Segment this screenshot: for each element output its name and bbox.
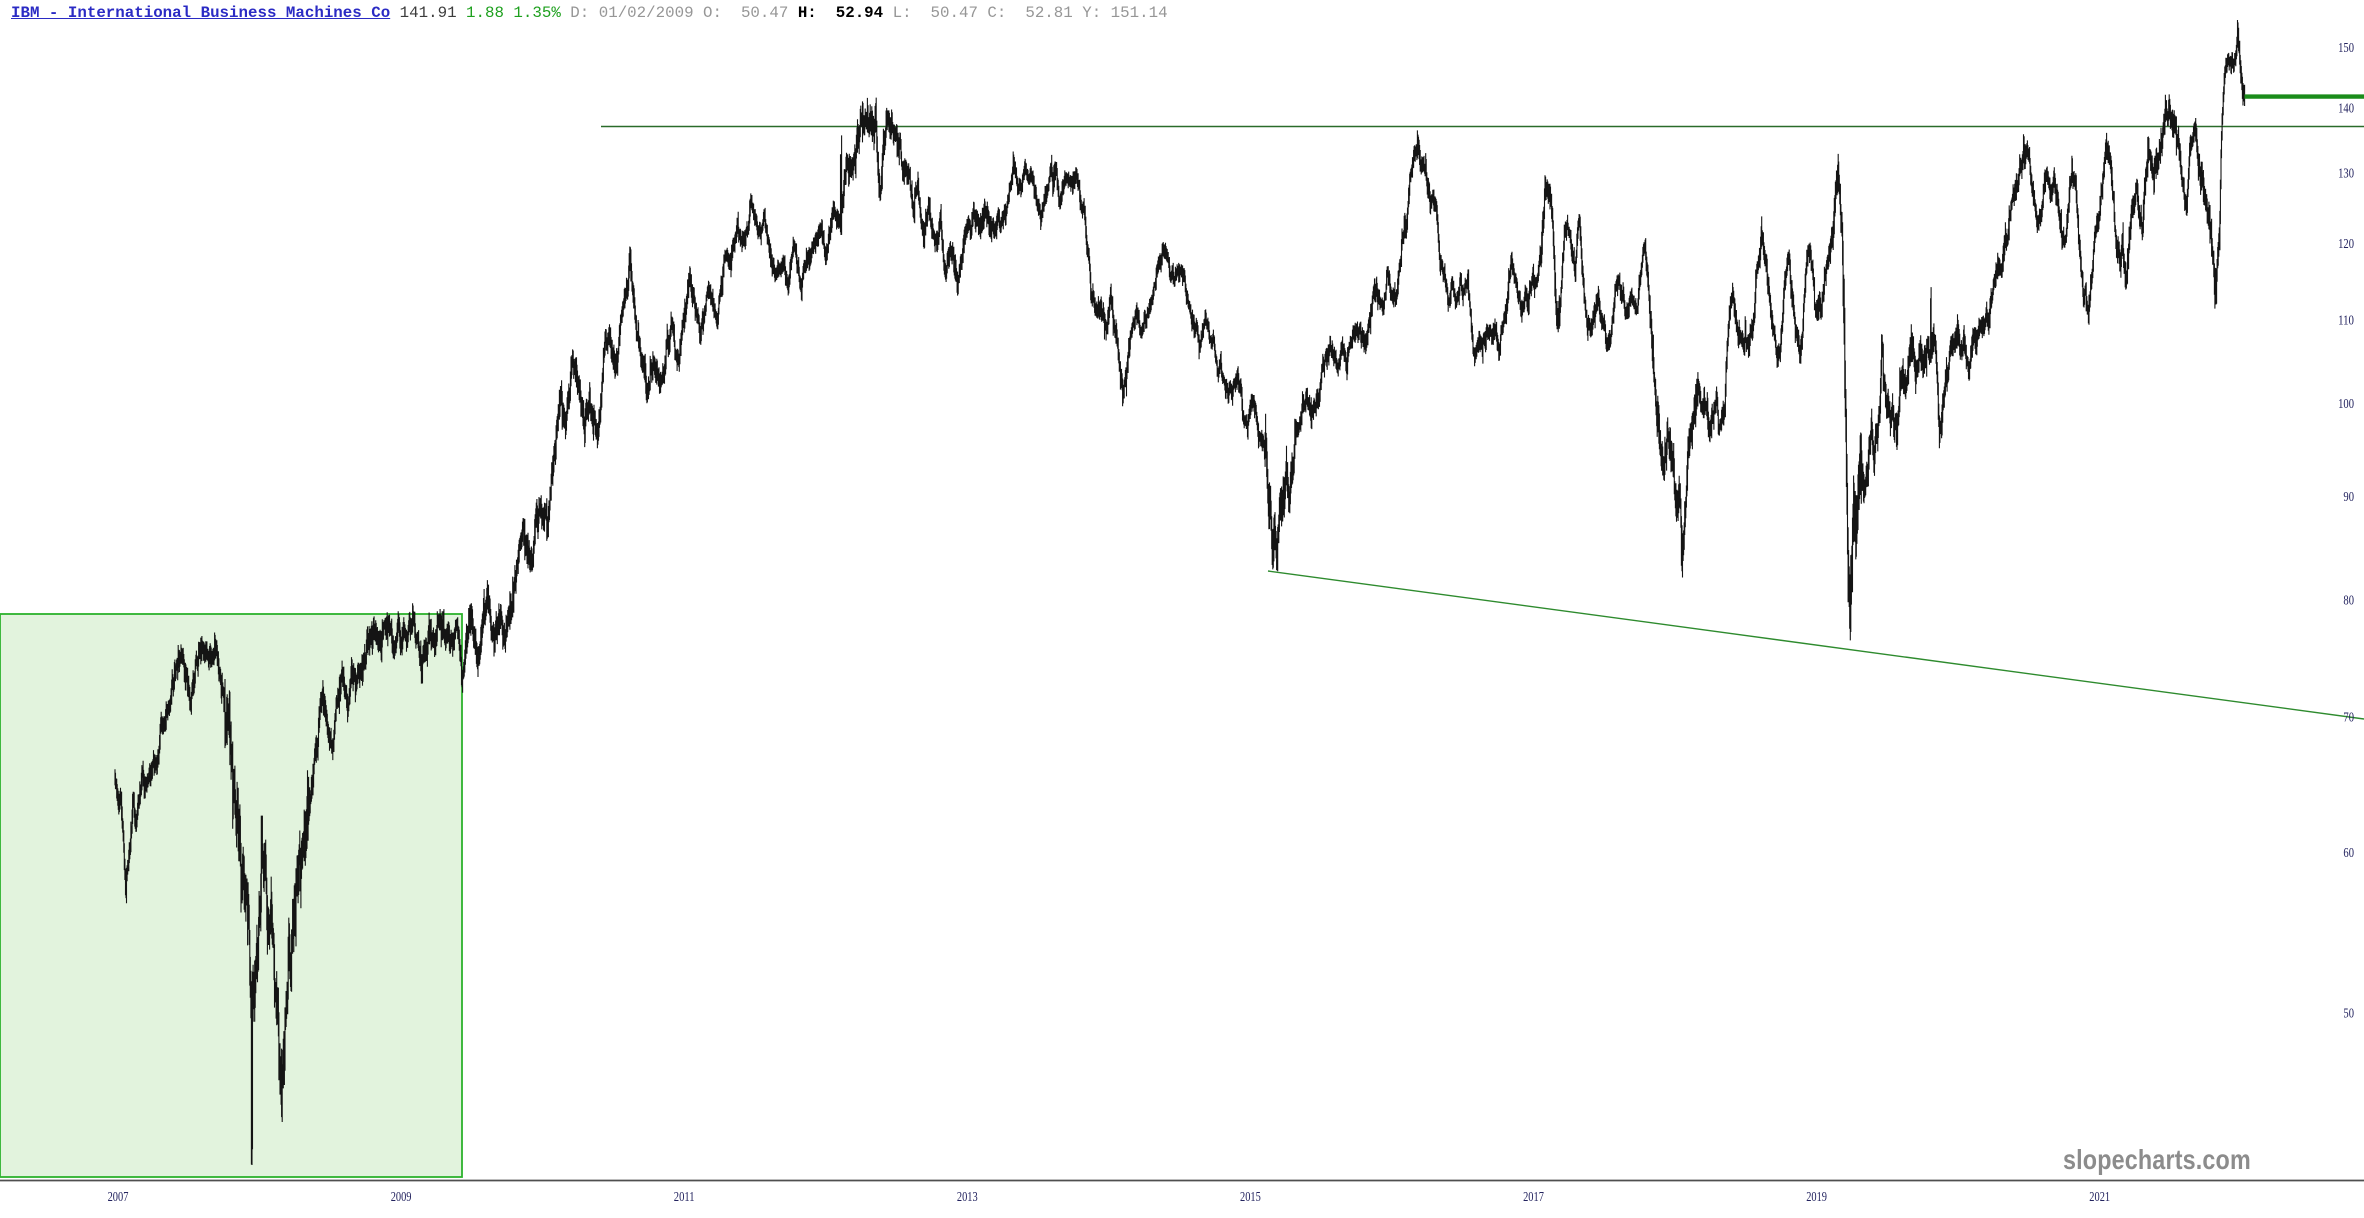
svg-text:50: 50 — [2343, 1005, 2354, 1020]
svg-text:80: 80 — [2343, 592, 2354, 607]
svg-text:2007: 2007 — [108, 1189, 129, 1204]
svg-text:130: 130 — [2338, 166, 2354, 181]
svg-text:150: 150 — [2338, 40, 2354, 55]
svg-text:90: 90 — [2343, 489, 2354, 504]
svg-text:2021: 2021 — [2089, 1189, 2110, 1204]
svg-text:140: 140 — [2338, 101, 2354, 116]
svg-text:70: 70 — [2343, 710, 2354, 725]
svg-text:2019: 2019 — [1806, 1189, 1827, 1204]
svg-text:2009: 2009 — [391, 1189, 412, 1204]
svg-text:2015: 2015 — [1240, 1189, 1261, 1204]
svg-text:2011: 2011 — [674, 1189, 695, 1204]
svg-text:2013: 2013 — [957, 1189, 978, 1204]
svg-text:120: 120 — [2338, 236, 2354, 251]
svg-text:110: 110 — [2338, 313, 2354, 328]
svg-text:60: 60 — [2343, 845, 2354, 860]
svg-text:2017: 2017 — [1523, 1189, 1544, 1204]
svg-text:100: 100 — [2338, 396, 2354, 411]
